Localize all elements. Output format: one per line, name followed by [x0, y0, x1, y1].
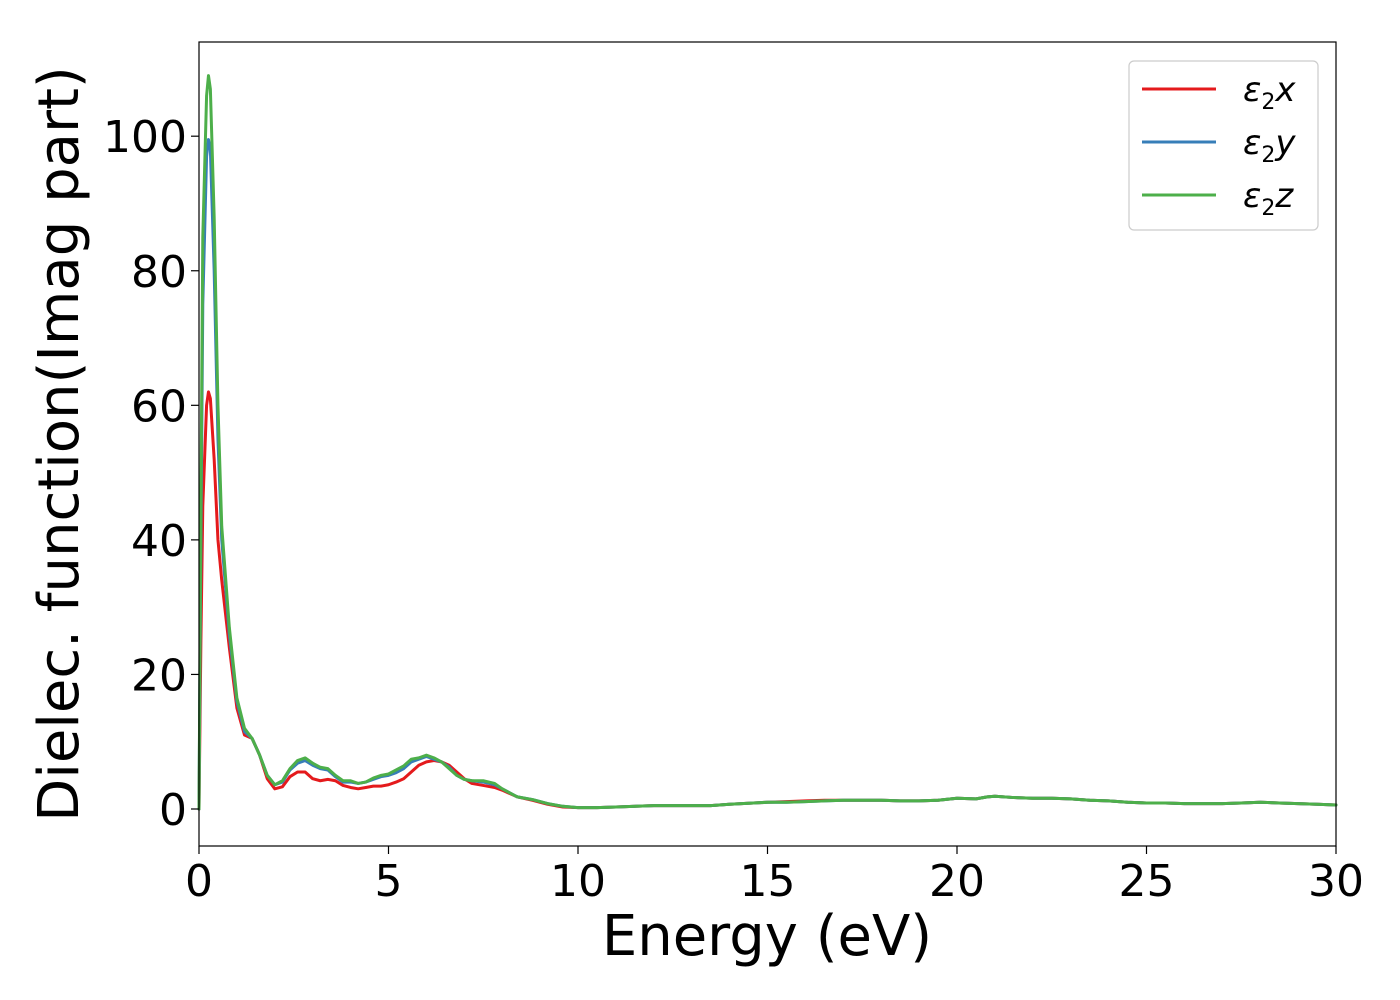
x-axis-ticks: 0 5 10 15 20 25 30: [185, 846, 1364, 907]
y-axis-label: Dielec. function(Imag part): [27, 66, 92, 822]
x-tick-label: 25: [1119, 856, 1175, 907]
y-tick-label: 60: [131, 381, 187, 432]
legend-box: [1128, 60, 1319, 231]
y-tick-label: 0: [159, 785, 187, 836]
y-tick-label: 20: [131, 650, 187, 701]
x-tick-label: 5: [375, 856, 403, 907]
x-tick-label: 20: [929, 856, 985, 907]
series-line-z: [197, 74, 1338, 811]
legend-label-z: ε2z: [1243, 176, 1294, 221]
series-layer: [197, 74, 1338, 811]
y-tick-label: 40: [131, 516, 187, 567]
x-tick-label: 10: [550, 856, 606, 907]
x-tick-label: 0: [185, 856, 213, 907]
y-tick-label: 80: [131, 247, 187, 298]
legend: ε2x ε2y ε2z: [1128, 60, 1319, 231]
y-tick-label: 100: [103, 112, 187, 163]
legend-label-y: ε2y: [1243, 123, 1296, 168]
legend-label-x: ε2x: [1243, 70, 1296, 115]
y-axis-ticks: 0 20 40 60 80 100: [103, 112, 199, 836]
x-tick-label: 30: [1308, 856, 1364, 907]
x-axis-label: Energy (eV): [602, 904, 932, 969]
x-tick-label: 15: [740, 856, 796, 907]
